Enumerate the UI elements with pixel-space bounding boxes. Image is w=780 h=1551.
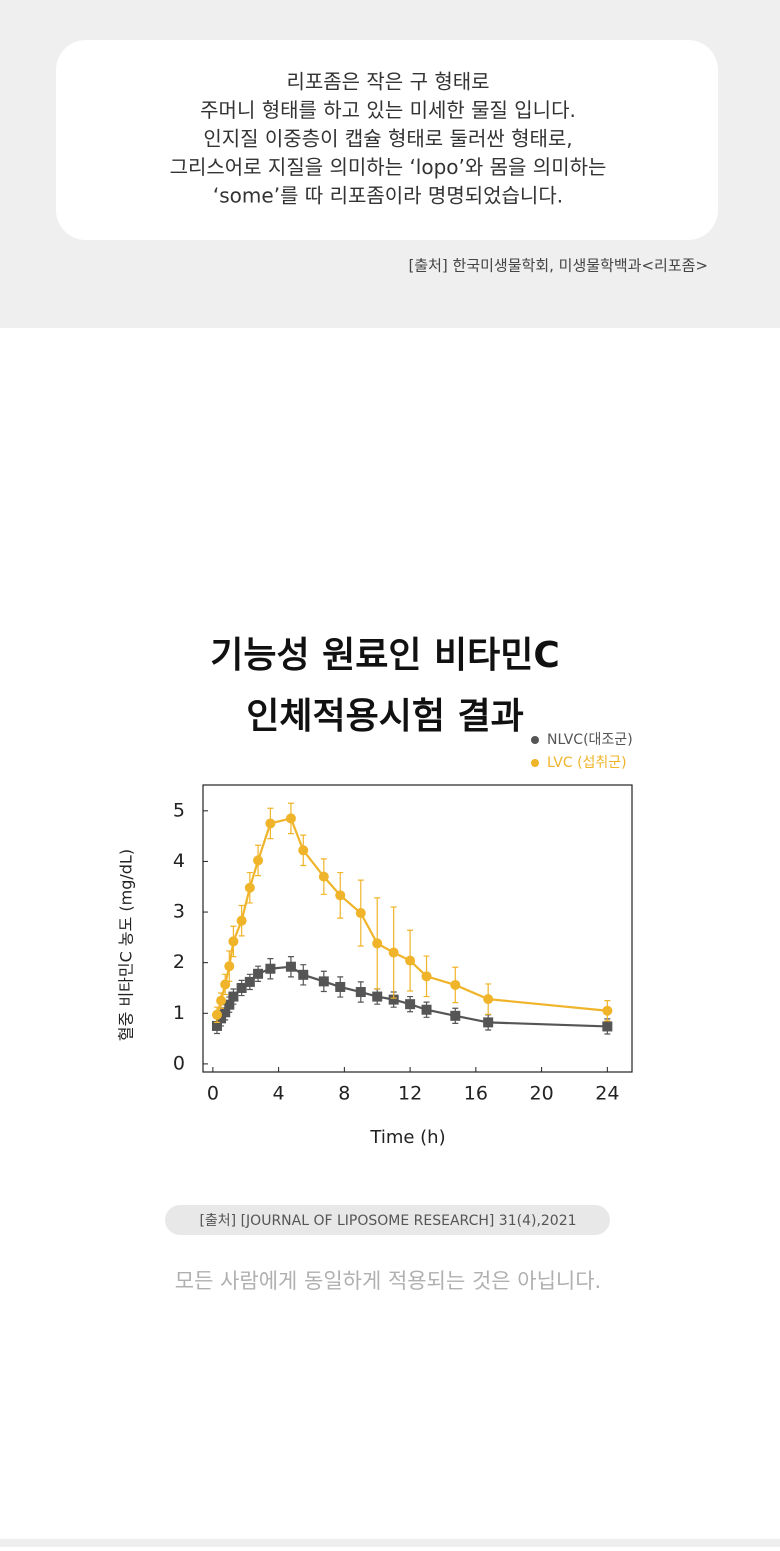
- data-point: [224, 999, 235, 1010]
- data-point: [388, 994, 399, 1005]
- data-point: [318, 976, 329, 987]
- info-box: [56, 40, 718, 240]
- data-point: [228, 991, 239, 1002]
- x-tick-label: 8: [338, 1083, 350, 1105]
- data-point: [405, 955, 416, 966]
- data-point: [355, 908, 366, 919]
- data-point: [298, 845, 309, 856]
- data-point: [388, 947, 399, 958]
- data-point: [265, 963, 276, 974]
- y-axis-label: 혈중 비타민C 농도 (mg/dL): [117, 849, 136, 1041]
- data-point: [224, 961, 235, 972]
- data-point: [421, 1004, 432, 1015]
- data-point: [211, 1020, 222, 1031]
- data-point: [244, 882, 255, 893]
- data-point: [421, 971, 432, 982]
- data-point: [236, 982, 247, 993]
- y-tick-label: 2: [173, 951, 185, 973]
- source-pill: [165, 1205, 610, 1235]
- info-line: 그리스어로 지질을 의미하는 ‘lopo’와 몸을 의미하는: [170, 155, 607, 179]
- data-point: [483, 994, 494, 1005]
- info-line: 인지질 이중층이 캡슐 형태로 둘러싼 형태로,: [203, 127, 572, 151]
- top-source: [출처] 한국미생물학회, 미생물학백과<리포좀>: [408, 257, 708, 275]
- data-point: [450, 1010, 461, 1021]
- x-tick-label: 0: [207, 1083, 219, 1105]
- info-line: ‘some’를 따 리포좀이라 명명되었습니다.: [213, 184, 563, 208]
- y-tick-label: 4: [173, 850, 185, 872]
- legend-marker: [531, 736, 539, 744]
- chart-title: 인체적용시험 결과: [246, 696, 524, 737]
- data-point: [355, 987, 366, 998]
- data-point: [372, 991, 383, 1002]
- data-point: [285, 813, 296, 824]
- legend-label: LVC (섭취군): [547, 755, 627, 771]
- data-point: [335, 981, 346, 992]
- x-tick-label: 20: [530, 1083, 554, 1105]
- y-tick-label: 0: [173, 1052, 185, 1074]
- y-tick-label: 3: [173, 901, 185, 923]
- data-point: [220, 1007, 231, 1018]
- data-point: [244, 976, 255, 987]
- data-point: [298, 969, 309, 980]
- data-point: [318, 871, 329, 882]
- data-point: [216, 995, 227, 1006]
- data-point: [216, 1013, 227, 1024]
- bottom-strip: [0, 1539, 780, 1547]
- x-tick-label: 24: [595, 1083, 619, 1105]
- data-point: [450, 979, 461, 990]
- x-axis-label: Time (h): [369, 1127, 445, 1148]
- chart-title: 기능성 원료인 비타민C: [210, 635, 560, 676]
- legend-marker: [531, 759, 539, 767]
- data-point: [602, 1021, 613, 1032]
- x-tick-label: 12: [398, 1083, 422, 1105]
- plot-frame: [202, 784, 633, 1073]
- y-tick-label: 5: [173, 799, 185, 821]
- series-line: [215, 817, 608, 1016]
- data-point: [253, 968, 264, 979]
- info-line: 리포좀은 작은 구 형태로: [286, 70, 489, 94]
- data-point: [405, 999, 416, 1010]
- data-point: [285, 961, 296, 972]
- legend-label: NLVC(대조군): [547, 732, 633, 748]
- data-point: [602, 1005, 613, 1016]
- data-point: [335, 890, 346, 901]
- data-point: [228, 936, 239, 947]
- y-tick-label: 1: [173, 1002, 185, 1024]
- info-line: 주머니 형태를 하고 있는 미세한 물질 입니다.: [200, 98, 576, 122]
- chart-source: [출처] [JOURNAL OF LIPOSOME RESEARCH] 31(4…: [199, 1213, 576, 1229]
- data-point: [483, 1017, 494, 1028]
- data-point: [265, 818, 276, 829]
- x-tick-label: 4: [273, 1083, 285, 1105]
- data-point: [236, 915, 247, 926]
- data-point: [253, 855, 264, 866]
- data-point: [211, 1009, 222, 1020]
- disclaimer: 모든 사람에게 동일하게 적용되는 것은 아닙니다.: [175, 1269, 601, 1293]
- x-tick-label: 16: [464, 1083, 488, 1105]
- data-point: [220, 979, 231, 990]
- data-point: [372, 938, 383, 949]
